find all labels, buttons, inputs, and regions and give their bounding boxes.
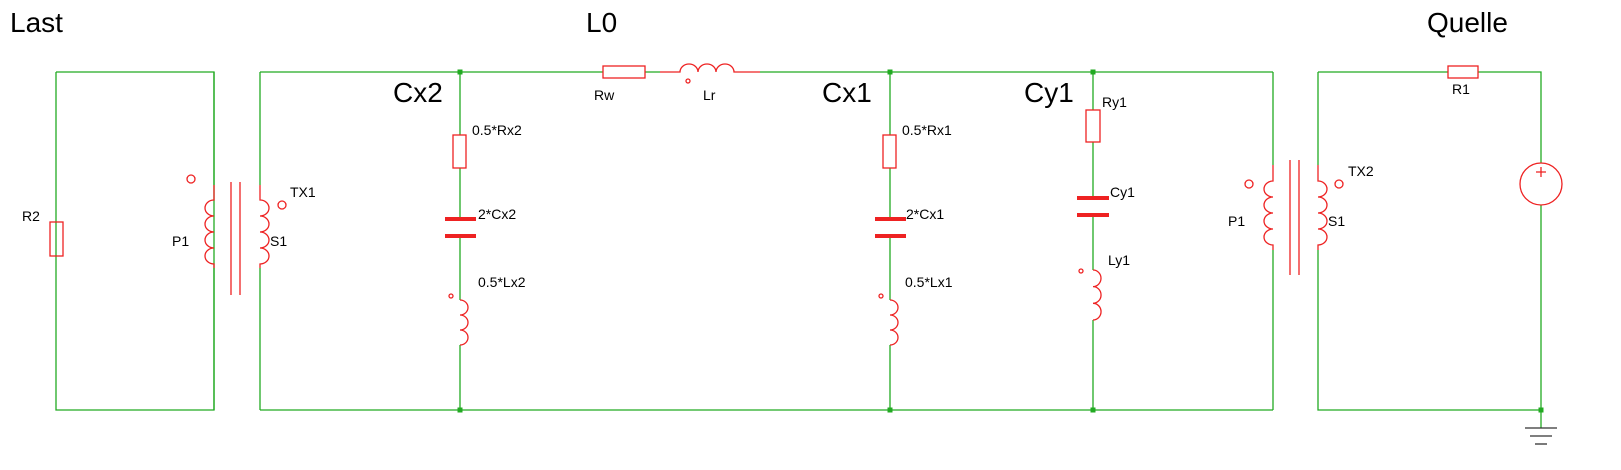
tx1-secondary-coil [259, 185, 270, 268]
label-r1: R1 [1452, 81, 1470, 97]
capacitor-cx2 [445, 217, 476, 238]
component-labels: R2 P1 TX1 S1 0.5*Rx2 2*Cx2 0.5*Lx2 Rw Lr… [22, 81, 1470, 290]
node-label-cx2: Cx2 [393, 77, 443, 108]
tx1-dot-primary [186, 174, 196, 184]
ground-icon [1525, 427, 1557, 445]
label-cy1: Cy1 [1110, 184, 1135, 200]
label-r2: R2 [22, 208, 40, 224]
node-label-cx1: Cx1 [822, 77, 872, 108]
tx2-primary-coil [1263, 165, 1274, 250]
node-labels: Cx2 Cx1 Cy1 [393, 77, 1074, 108]
voltage-source [1519, 162, 1563, 206]
capacitor-cy1 [1077, 196, 1109, 217]
components [49, 63, 1563, 346]
headings: Last L0 Quelle [10, 7, 1508, 38]
heading-last: Last [10, 7, 63, 38]
label-tx2: TX2 [1348, 163, 1374, 179]
label-rx2: 0.5*Rx2 [472, 122, 522, 138]
label-rx1: 0.5*Rx1 [902, 122, 952, 138]
tx1-dot-secondary [277, 200, 287, 210]
ly1-dot [1078, 268, 1084, 274]
inductor-lr [660, 63, 760, 73]
resistor-r1 [1447, 65, 1479, 79]
lx1-coil [889, 299, 899, 346]
label-ry1: Ry1 [1102, 94, 1127, 110]
inductor-lx1 [878, 293, 899, 346]
heading-quelle: Quelle [1427, 7, 1508, 38]
wires [55, 71, 1542, 428]
transformer-tx2 [1244, 160, 1344, 275]
tx2-secondary-coil [1317, 165, 1328, 250]
junctions [457, 69, 1544, 413]
junction-dot [457, 69, 463, 75]
resistor-rw [602, 65, 646, 79]
label-tx1-p1: P1 [172, 233, 189, 249]
label-lx1: 0.5*Lx1 [905, 274, 953, 290]
junction-dot [1090, 407, 1096, 413]
heading-l0: L0 [586, 7, 617, 38]
junction-dot [887, 407, 893, 413]
tx2-core [1289, 160, 1300, 275]
label-cx2: 2*Cx2 [478, 206, 516, 222]
label-tx1: TX1 [290, 184, 316, 200]
label-lr: Lr [703, 87, 716, 103]
junction-dot [1538, 407, 1544, 413]
junction-dot [1090, 69, 1096, 75]
lx2-dot [448, 293, 454, 299]
label-cx1: 2*Cx1 [906, 206, 944, 222]
junction-dot [887, 69, 893, 75]
capacitor-cx1 [875, 217, 906, 238]
lx2-coil [459, 299, 469, 346]
transformer-tx1 [186, 174, 287, 295]
label-tx1-s1: S1 [270, 233, 287, 249]
resistor-ry1 [1085, 109, 1101, 143]
inductor-ly1 [1078, 268, 1102, 321]
wire-last-loop [55, 71, 215, 411]
lx1-dot [878, 293, 884, 299]
tx2-dot-primary [1244, 179, 1254, 189]
ly1-coil [1092, 269, 1102, 321]
junction-dot [457, 407, 463, 413]
label-rw: Rw [594, 87, 615, 103]
inductor-lx2 [448, 293, 469, 346]
tx1-core [230, 182, 241, 295]
label-tx2-p1: P1 [1228, 213, 1245, 229]
wire-quelle-loop [1317, 71, 1542, 411]
lr-dot [685, 78, 691, 84]
plus-icon [1536, 167, 1546, 177]
label-lx2: 0.5*Lx2 [478, 274, 526, 290]
resistor-r2 [49, 221, 64, 257]
resistor-rx1 [882, 134, 897, 169]
voltage-source-body [1519, 162, 1563, 206]
label-ly1: Ly1 [1108, 252, 1130, 268]
tx1-primary-coil [204, 185, 215, 268]
tx2-dot-secondary [1334, 179, 1344, 189]
resistor-rx2 [452, 134, 467, 169]
node-label-cy1: Cy1 [1024, 77, 1074, 108]
label-tx2-s1: S1 [1328, 213, 1345, 229]
